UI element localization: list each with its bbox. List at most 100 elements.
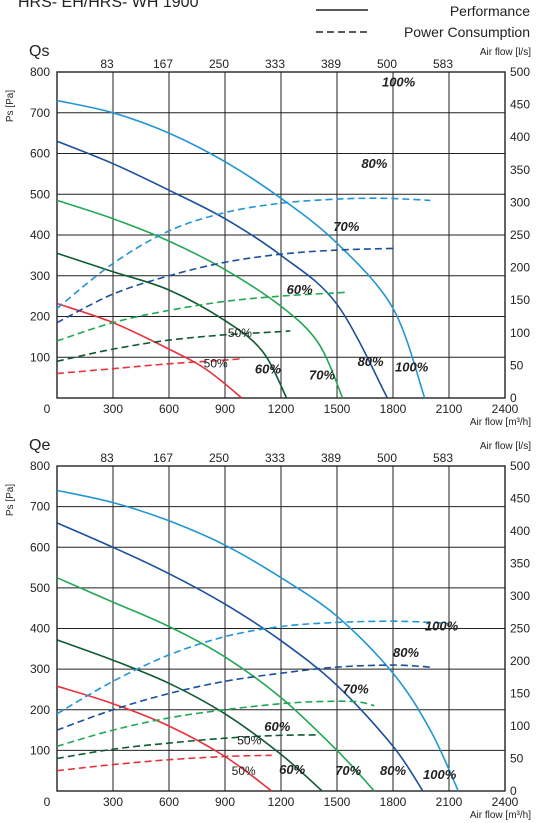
y-tick-label: 600 [30, 540, 50, 554]
series-annotation-label: 50% [232, 764, 256, 778]
series-line-performance-50 [56, 685, 273, 792]
series-annotation-label: 100% [425, 619, 459, 634]
series-annotation-label: 100% [423, 767, 457, 782]
x-tick-label: 900 [215, 795, 235, 809]
series-annotation-label: 80% [380, 763, 406, 778]
series-line-power-70 [56, 291, 347, 342]
x-tick-label: 300 [103, 402, 123, 416]
y2-tick-label: 200 [510, 261, 530, 275]
y-tick-label: 300 [30, 662, 50, 676]
x2-tick-label: 250 [209, 57, 229, 71]
y2-tick-label: 300 [510, 195, 530, 209]
series-annotation-label: 80% [361, 156, 387, 171]
x-tick-label: 2100 [436, 795, 463, 809]
y2-tick-label: 500 [510, 65, 530, 79]
series-line-performance-70 [56, 576, 375, 792]
y-tick-label: 800 [30, 65, 50, 79]
y-tick-label: 300 [30, 269, 50, 283]
series-line-performance-50 [56, 302, 243, 399]
series-annotation-label: 50% [237, 733, 261, 747]
series-annotation-label: 60% [287, 282, 313, 297]
y-tick-label: 200 [30, 703, 50, 717]
y-tick-label: 100 [30, 350, 50, 364]
series-annotation-label: 50% [204, 356, 228, 370]
x2-tick-label: 333 [265, 57, 285, 71]
chart-panel-qe: 0 300 600 900 1200 1500 1800 2100 24001002003004… [5, 437, 531, 821]
legend-performance-label: Performance [450, 3, 530, 19]
y2-tick-label: 50 [510, 752, 524, 766]
y2-tick-label: 0 [510, 784, 517, 798]
x-tick-label: 0 [44, 402, 51, 416]
y2-tick-label: 450 [510, 98, 530, 112]
series-line-performance-70 [56, 199, 344, 399]
x-tick-label: 0 [44, 795, 51, 809]
series-annotation-label: 50% [228, 326, 252, 340]
series-line-power-70 [56, 700, 375, 748]
series-line-power-80 [56, 247, 394, 324]
series-line-power-80 [56, 664, 431, 731]
y-tick-label: 400 [30, 228, 50, 242]
y2-tick-label: 450 [510, 492, 530, 506]
x-tick-label: 1800 [380, 795, 407, 809]
series-annotation-label: 100% [395, 360, 429, 375]
y-tick-label: 100 [30, 743, 50, 757]
x-tick-label: 600 [159, 795, 179, 809]
y-tick-label: 600 [30, 147, 50, 161]
series-annotation-label: 70% [343, 682, 369, 697]
series-line-performance-60 [56, 639, 323, 792]
x2-tick-label: 167 [153, 451, 173, 465]
y2-tick-label: 350 [510, 163, 530, 177]
plot-frame [56, 71, 506, 399]
chart-title-qe: Qe [29, 437, 50, 454]
y-tick-label: 800 [30, 459, 50, 473]
y2-tick-label: 400 [510, 524, 530, 538]
series-annotation-label: 70% [309, 368, 335, 383]
series-annotation-label: 60% [264, 719, 290, 734]
x-tick-label: 1800 [380, 402, 407, 416]
series-annotation-label: 60% [255, 362, 281, 377]
x-tick-label: 1200 [268, 402, 295, 416]
series-line-power-50 [56, 754, 272, 772]
x-tick-label: 2400 [492, 795, 519, 809]
x2-tick-label: 583 [433, 57, 453, 71]
y-tick-label: 200 [30, 310, 50, 324]
y2-tick-label: 250 [510, 228, 530, 242]
series-line-performance-80 [56, 140, 389, 399]
x2-tick-label: 167 [153, 57, 173, 71]
series-annotation-label: 60% [279, 762, 305, 777]
x-tick-label: 300 [103, 795, 123, 809]
series-line-power-100 [56, 197, 431, 310]
series-line-performance-100 [56, 489, 460, 792]
series-annotation-label: 70% [333, 219, 359, 234]
x-axis-label: Air flow [m³/h] [470, 417, 531, 428]
x-tick-label: 2400 [492, 402, 519, 416]
series-annotation-label: 70% [335, 763, 361, 778]
chart-title-qs: Qs [29, 43, 49, 60]
y-tick-label: 700 [30, 500, 50, 514]
x2-tick-label: 83 [100, 57, 114, 71]
x-tick-label: 2100 [436, 402, 463, 416]
x2-tick-label: 250 [209, 451, 229, 465]
y2-tick-label: 300 [510, 589, 530, 603]
y-tick-label: 500 [30, 187, 50, 201]
series-annotation-label: 100% [382, 74, 416, 89]
x2-tick-label: 500 [377, 451, 397, 465]
y-tick-label: 500 [30, 581, 50, 595]
header-title: HRS- EH/HRS- WH 1900 [18, 0, 199, 11]
y2-tick-label: 200 [510, 654, 530, 668]
y2-tick-label: 350 [510, 557, 530, 571]
x2-tick-label: 83 [100, 451, 114, 465]
y2-tick-label: 50 [510, 358, 524, 372]
x-axis-label: Air flow [m³/h] [470, 810, 531, 821]
y2-tick-label: 0 [510, 391, 517, 405]
series-line-power-50 [56, 357, 244, 375]
x2-tick-label: 389 [321, 57, 341, 71]
y2-tick-label: 500 [510, 459, 530, 473]
series-annotation-label: 80% [358, 354, 384, 369]
x-tick-label: 600 [159, 402, 179, 416]
plot-frame [56, 465, 506, 792]
legend-power-consumption-label: Power Consumption [404, 24, 530, 40]
series-line-performance-80 [56, 522, 424, 792]
series-line-power-60 [56, 734, 319, 760]
y-axis-label: Ps [Pa] [5, 90, 16, 122]
